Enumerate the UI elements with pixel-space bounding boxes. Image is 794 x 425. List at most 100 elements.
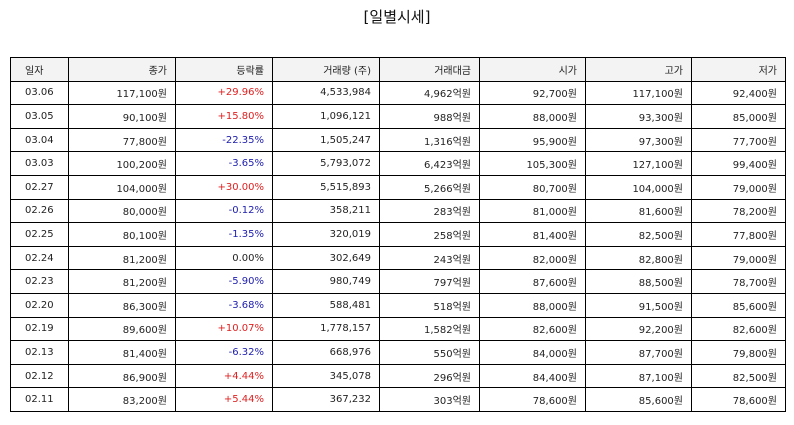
cell-low: 82,500원: [691, 363, 786, 389]
cell-amount: 303억원: [379, 387, 480, 412]
column-header-change: 등락률: [175, 57, 273, 82]
cell-date: 02.24: [10, 245, 69, 271]
cell-open: 87,600원: [479, 269, 586, 294]
cell-close: 86,900원: [68, 363, 176, 389]
cell-high: 87,100원: [585, 363, 692, 389]
cell-low: 92,400원: [691, 80, 786, 106]
cell-open: 82,600원: [479, 316, 586, 342]
daily-price-table: 일자 종가 등락률 거래량 (주) 거래대금 시가 고가 저가 03.06 117…: [10, 57, 786, 412]
cell-change: 0.00%: [175, 245, 273, 271]
cell-date: 03.04: [10, 127, 69, 153]
table-row: 02.27 104,000원 +30.00% 5,515,893 5,266억원 80,7…: [10, 174, 786, 200]
cell-open: 80,700원: [479, 174, 586, 200]
cell-open: 81,400원: [479, 222, 586, 247]
cell-low: 85,600원: [691, 292, 786, 318]
cell-amount: 258억원: [379, 222, 480, 247]
table-row: 02.23 81,200원 -5.90% 980,749 797억원 87,600원 88,…: [10, 269, 786, 294]
column-header-date: 일자: [10, 57, 69, 82]
cell-change: +4.44%: [175, 363, 273, 389]
cell-close: 83,200원: [68, 387, 176, 412]
cell-low: 77,800원: [691, 222, 786, 247]
cell-date: 02.25: [10, 222, 69, 247]
cell-volume: 367,232: [272, 387, 380, 412]
cell-high: 87,700원: [585, 340, 692, 365]
cell-amount: 1,582억원: [379, 316, 480, 342]
cell-low: 78,200원: [691, 198, 786, 224]
cell-low: 79,000원: [691, 174, 786, 200]
cell-amount: 518억원: [379, 292, 480, 318]
cell-high: 117,100원: [585, 80, 692, 106]
cell-open: 95,900원: [479, 127, 586, 153]
cell-amount: 550억원: [379, 340, 480, 365]
cell-open: 84,400원: [479, 363, 586, 389]
cell-change: +29.96%: [175, 80, 273, 106]
cell-amount: 283억원: [379, 198, 480, 224]
cell-close: 80,000원: [68, 198, 176, 224]
cell-volume: 4,533,984: [272, 80, 380, 106]
column-header-volume: 거래량 (주): [272, 57, 380, 82]
cell-date: 03.06: [10, 80, 69, 106]
cell-volume: 320,019: [272, 222, 380, 247]
cell-high: 91,500원: [585, 292, 692, 318]
column-header-close: 종가: [68, 57, 176, 82]
table-row: 02.20 86,300원 -3.68% 588,481 518억원 88,000원 91,…: [10, 292, 786, 318]
cell-open: 82,000원: [479, 245, 586, 271]
cell-low: 79,000원: [691, 245, 786, 271]
cell-amount: 988억원: [379, 104, 480, 129]
table-row: 03.05 90,100원 +15.80% 1,096,121 988억원 88,000원…: [10, 104, 786, 129]
cell-high: 85,600원: [585, 387, 692, 412]
cell-amount: 296억원: [379, 363, 480, 389]
cell-volume: 5,515,893: [272, 174, 380, 200]
column-header-low: 저가: [691, 57, 786, 82]
cell-change: -0.12%: [175, 198, 273, 224]
table-row: 02.24 81,200원 0.00% 302,649 243억원 82,000원 82,8…: [10, 245, 786, 271]
cell-low: 78,700원: [691, 269, 786, 294]
cell-low: 79,800원: [691, 340, 786, 365]
column-header-amount: 거래대금: [379, 57, 480, 82]
table-row: 03.03 100,200원 -3.65% 5,793,072 6,423억원 105,3…: [10, 151, 786, 176]
cell-date: 02.12: [10, 363, 69, 389]
column-header-open: 시가: [479, 57, 586, 82]
cell-low: 82,600원: [691, 316, 786, 342]
table-row: 02.25 80,100원 -1.35% 320,019 258억원 81,400원 82,…: [10, 222, 786, 247]
cell-high: 97,300원: [585, 127, 692, 153]
cell-date: 02.27: [10, 174, 69, 200]
cell-high: 82,800원: [585, 245, 692, 271]
cell-volume: 358,211: [272, 198, 380, 224]
cell-high: 88,500원: [585, 269, 692, 294]
cell-change: -3.68%: [175, 292, 273, 318]
cell-open: 78,600원: [479, 387, 586, 412]
cell-high: 81,600원: [585, 198, 692, 224]
cell-low: 77,700원: [691, 127, 786, 153]
cell-volume: 588,481: [272, 292, 380, 318]
cell-high: 127,100원: [585, 151, 692, 176]
cell-volume: 302,649: [272, 245, 380, 271]
cell-change: -22.35%: [175, 127, 273, 153]
cell-close: 117,100원: [68, 80, 176, 106]
cell-volume: 1,096,121: [272, 104, 380, 129]
cell-close: 89,600원: [68, 316, 176, 342]
cell-close: 86,300원: [68, 292, 176, 318]
cell-change: -5.90%: [175, 269, 273, 294]
cell-volume: 5,793,072: [272, 151, 380, 176]
cell-high: 92,200원: [585, 316, 692, 342]
cell-change: +15.80%: [175, 104, 273, 129]
cell-high: 93,300원: [585, 104, 692, 129]
table-row: 02.11 83,200원 +5.44% 367,232 303억원 78,600원 85,…: [10, 387, 786, 412]
table-row: 02.26 80,000원 -0.12% 358,211 283억원 81,000원 81,…: [10, 198, 786, 224]
cell-amount: 1,316억원: [379, 127, 480, 153]
cell-date: 02.13: [10, 340, 69, 365]
page-title: [일별시세]: [363, 8, 431, 26]
cell-close: 80,100원: [68, 222, 176, 247]
cell-open: 81,000원: [479, 198, 586, 224]
cell-volume: 980,749: [272, 269, 380, 294]
cell-amount: 797억원: [379, 269, 480, 294]
cell-close: 81,200원: [68, 269, 176, 294]
cell-open: 105,300원: [479, 151, 586, 176]
cell-change: -3.65%: [175, 151, 273, 176]
cell-volume: 345,078: [272, 363, 380, 389]
cell-close: 90,100원: [68, 104, 176, 129]
cell-close: 104,000원: [68, 174, 176, 200]
cell-change: +10.07%: [175, 316, 273, 342]
cell-low: 85,000원: [691, 104, 786, 129]
